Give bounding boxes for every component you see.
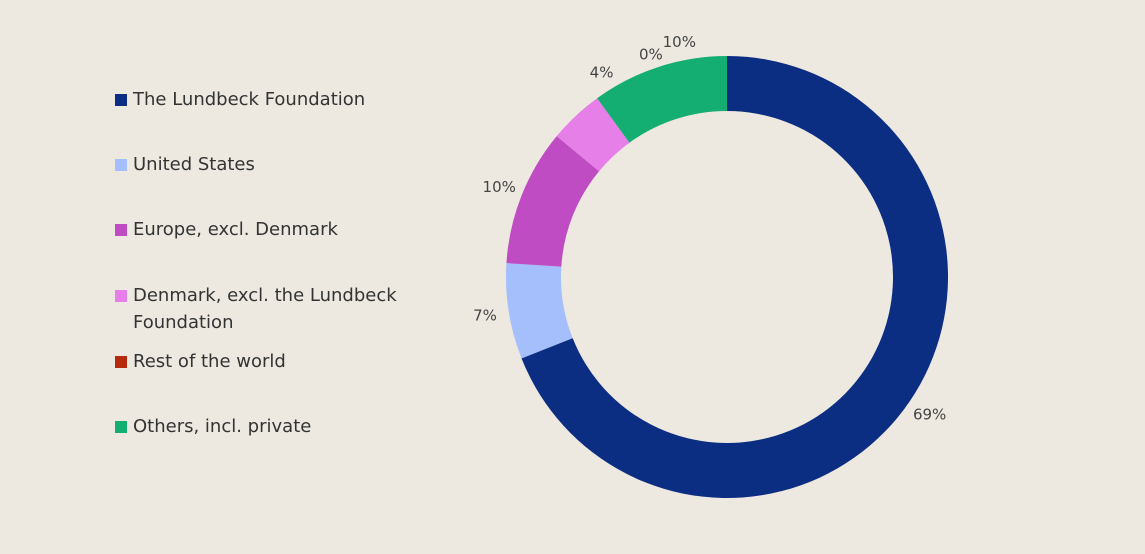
slice-1 bbox=[506, 263, 573, 359]
data-label-3: 4% bbox=[590, 63, 614, 81]
legend-swatch bbox=[115, 290, 127, 302]
legend-swatch bbox=[115, 159, 127, 171]
legend-label: Others, incl. private bbox=[133, 416, 312, 437]
data-label-4: 0% bbox=[639, 46, 663, 64]
legend-label: The Lundbeck Foundation bbox=[133, 89, 366, 110]
legend-item: Others, incl. private bbox=[115, 413, 311, 440]
slice-2 bbox=[506, 136, 600, 267]
data-label-1: 7% bbox=[473, 306, 497, 324]
slice-5 bbox=[597, 56, 727, 143]
legend-swatch bbox=[115, 94, 127, 106]
legend-item: Rest of the world bbox=[115, 348, 286, 375]
legend-swatch bbox=[115, 224, 127, 236]
data-label-2: 10% bbox=[483, 178, 516, 196]
slice-3 bbox=[556, 98, 630, 172]
data-label-0: 69% bbox=[913, 406, 946, 424]
legend-label: Rest of the world bbox=[133, 351, 286, 372]
legend-label: United States bbox=[133, 154, 255, 175]
legend-label: Europe, excl. Denmark bbox=[133, 219, 338, 240]
legend-item: Denmark, excl. the Lundbeck Foundation bbox=[115, 282, 405, 336]
legend-swatch bbox=[115, 421, 127, 433]
legend-item: United States bbox=[115, 151, 255, 178]
data-label-5: 10% bbox=[663, 33, 696, 51]
legend-item: Europe, excl. Denmark bbox=[115, 216, 338, 243]
legend-item: The Lundbeck Foundation bbox=[115, 86, 365, 113]
legend-swatch bbox=[115, 356, 127, 368]
legend-label: Denmark, excl. the Lundbeck Foundation bbox=[133, 285, 397, 333]
